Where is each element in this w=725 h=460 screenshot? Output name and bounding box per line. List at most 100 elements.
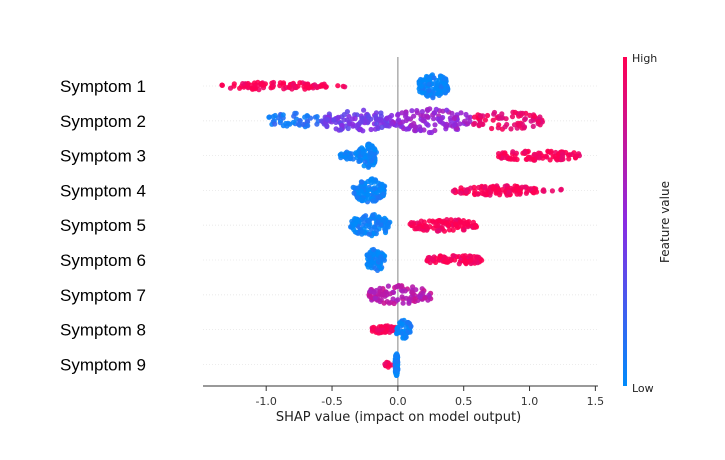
shap-point — [522, 149, 528, 155]
shap-point — [467, 118, 473, 125]
shap-point — [424, 114, 431, 120]
shap-point — [502, 150, 508, 156]
shap-point — [395, 330, 401, 336]
shap-point — [324, 123, 330, 130]
shap-point — [543, 153, 549, 159]
shap-point — [306, 85, 312, 91]
shap-point — [340, 83, 346, 89]
shap-point — [359, 179, 365, 185]
feature-label: Symptom 3 — [60, 147, 146, 166]
shap-point — [405, 319, 411, 326]
shap-point — [536, 150, 542, 156]
shap-point — [489, 125, 495, 132]
shap-point — [523, 190, 530, 196]
shap-point — [396, 117, 402, 123]
shap-point — [358, 188, 364, 194]
shap-point — [374, 227, 380, 234]
shap-point — [467, 114, 473, 120]
shap-point — [384, 123, 390, 129]
shap-point — [509, 114, 516, 120]
shap-point — [380, 191, 386, 197]
shap-point — [290, 119, 296, 125]
shap-point — [291, 113, 297, 119]
shap-point — [379, 181, 385, 187]
shap-point — [349, 151, 355, 157]
shap-point — [412, 127, 418, 134]
shap-point — [471, 121, 477, 127]
shap-point — [347, 155, 353, 161]
shap-point — [352, 116, 358, 122]
shap-point — [374, 190, 380, 196]
shap-point — [352, 221, 358, 227]
shap-point — [431, 116, 437, 122]
shap-point — [284, 123, 290, 129]
shap-point — [408, 122, 415, 128]
shap-point — [371, 179, 377, 185]
feature-label: Symptom 8 — [60, 321, 146, 340]
shap-point — [367, 288, 373, 294]
shap-point — [366, 114, 372, 120]
shap-point — [430, 218, 436, 224]
feature-labels: Symptom 1 Symptom 2 Symptom 3 Symptom 4 Symp… — [60, 77, 146, 374]
shap-point — [549, 188, 556, 194]
shap-point — [395, 358, 401, 364]
shap-point — [384, 115, 390, 121]
shap-point — [297, 80, 303, 86]
shap-point — [363, 213, 369, 219]
shap-point — [372, 295, 378, 301]
shap-point — [419, 90, 425, 96]
shap-point — [403, 295, 409, 301]
shap-point — [506, 156, 512, 162]
feature-label: Symptom 1 — [60, 77, 146, 96]
shap-point — [475, 191, 481, 197]
shap-point — [371, 290, 377, 296]
feature-label: Symptom 4 — [60, 181, 146, 200]
shap-point — [425, 107, 431, 114]
shap-point — [351, 190, 357, 196]
shap-point — [547, 157, 553, 163]
shap-point — [496, 154, 502, 160]
shap-point — [355, 195, 361, 201]
shap-point — [447, 115, 453, 121]
shap-point — [451, 115, 457, 122]
shap-point — [378, 110, 384, 116]
colorbar-title: Feature value — [658, 181, 672, 263]
shap-point — [436, 227, 442, 233]
shap-point — [515, 187, 522, 193]
shap-point — [360, 150, 366, 156]
shap-point — [397, 320, 403, 326]
shap-point — [365, 164, 371, 170]
shap-point — [408, 323, 414, 329]
shap-point — [451, 122, 457, 128]
shap-point — [504, 121, 510, 128]
shap-point — [421, 77, 427, 83]
shap-point — [516, 123, 522, 129]
shap-point — [314, 114, 320, 120]
shap-point — [382, 361, 388, 367]
shap-point — [482, 184, 488, 190]
shap-point — [558, 187, 564, 193]
x-axis: -1.0 -0.5 0.0 0.5 1.0 1.5 — [203, 385, 604, 408]
shap-point — [402, 288, 408, 294]
shap-point — [528, 186, 534, 192]
shap-point — [522, 184, 528, 190]
shap-point — [478, 113, 484, 119]
x-tick-label: 0.5 — [455, 395, 473, 408]
shap-point — [350, 184, 356, 190]
shap-point — [319, 83, 325, 89]
shap-point — [365, 143, 371, 149]
shap-point — [375, 124, 381, 130]
shap-point — [366, 254, 372, 260]
shap-point — [389, 112, 395, 119]
shap-point — [435, 223, 441, 229]
shap-point — [508, 126, 514, 132]
shap-point — [514, 156, 520, 163]
shap-point — [490, 117, 496, 123]
shap-point — [368, 150, 374, 156]
shap-point — [432, 122, 438, 128]
shap-point — [458, 185, 464, 191]
colorbar-gradient — [623, 57, 627, 386]
shap-point — [378, 117, 384, 123]
shap-point — [468, 257, 474, 263]
shap-point — [281, 86, 287, 92]
